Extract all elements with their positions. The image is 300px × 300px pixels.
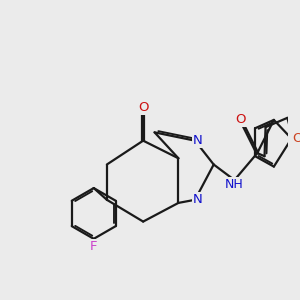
Text: N: N	[193, 193, 203, 206]
Text: O: O	[138, 101, 148, 114]
Text: O: O	[292, 132, 300, 145]
Text: F: F	[90, 239, 98, 253]
Text: N: N	[193, 134, 203, 147]
Text: O: O	[236, 113, 246, 126]
Text: F: F	[90, 239, 97, 253]
Text: NH: NH	[225, 178, 244, 191]
